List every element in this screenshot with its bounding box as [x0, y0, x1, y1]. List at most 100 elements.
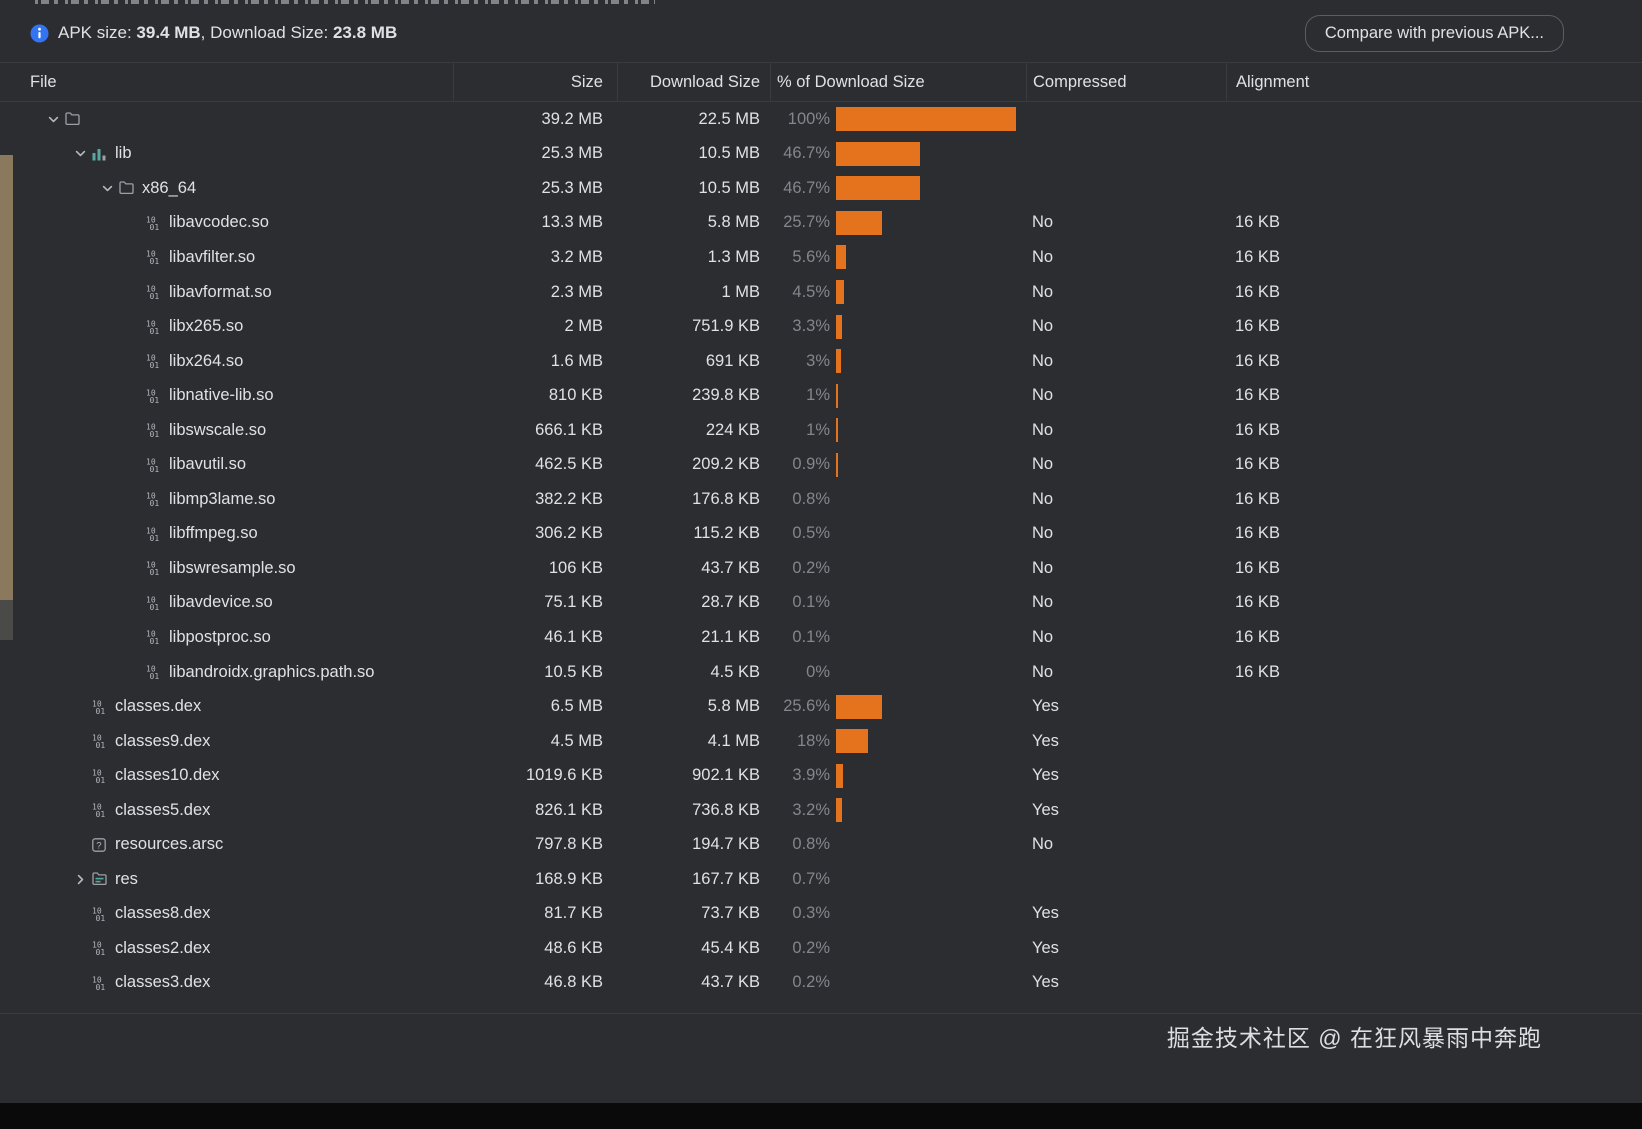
compare-with-previous-apk-button[interactable]: Compare with previous APK... [1304, 14, 1564, 52]
table-row[interactable]: 10 01 libx265.so 2 MB 751.9 KB 3.3% No 16 KB [0, 309, 1642, 344]
alignment-cell: 16 KB [1235, 558, 1280, 577]
column-header-compressed[interactable]: Compressed [1026, 63, 1226, 101]
table-row[interactable]: 39.2 MB 22.5 MB 100% [0, 102, 1642, 137]
table-row[interactable]: 10 01 libffmpeg.so 306.2 KB 115.2 KB 0.5% No 16… [0, 517, 1642, 552]
pct-cell: 0.1% [770, 628, 1026, 647]
table-row[interactable]: 10 01 libpostproc.so 46.1 KB 21.1 KB 0.1% No 16… [0, 620, 1642, 655]
column-header-alignment[interactable]: Alignment [1226, 63, 1642, 101]
table-row[interactable]: 10 01 libavformat.so 2.3 MB 1 MB 4.5% No 16 KB [0, 275, 1642, 310]
download-size-cell: 45.4 KB [701, 938, 760, 957]
svg-text:01: 01 [96, 948, 106, 956]
download-size-cell: 10.5 MB [698, 178, 760, 197]
table-row[interactable]: 10 01 classes3.dex 46.8 KB 43.7 KB 0.2% Yes [0, 966, 1642, 1001]
file-name: resources.arsc [115, 835, 224, 854]
table-row[interactable]: 10 01 classes.dex 6.5 MB 5.8 MB 25.6% Yes [0, 689, 1642, 724]
chevron-placeholder [123, 661, 145, 683]
table-row[interactable]: x86_64 25.3 MB 10.5 MB 46.7% [0, 171, 1642, 206]
table-row[interactable]: 10 01 libmp3lame.so 382.2 KB 176.8 KB 0.8% No 1… [0, 482, 1642, 517]
table-row[interactable]: 10 01 classes2.dex 48.6 KB 45.4 KB 0.2% Yes [0, 931, 1642, 966]
chevron-placeholder [123, 419, 145, 441]
indent-spacer [0, 188, 96, 189]
file-cell: 10 01 classes3.dex [0, 972, 453, 994]
alignment-cell: 16 KB [1235, 386, 1280, 405]
pct-label: 0.1% [792, 627, 830, 646]
column-header-file[interactable]: File [30, 72, 57, 91]
file-cell [0, 108, 453, 130]
pct-bar-area [836, 418, 1026, 443]
pct-label: 100% [787, 109, 830, 128]
download-pct-bar [836, 210, 883, 235]
svg-text:01: 01 [96, 741, 106, 749]
chevron-right-icon[interactable] [69, 868, 91, 890]
table-row[interactable]: 10 01 libnative-lib.so 810 KB 239.8 KB 1% No 16… [0, 378, 1642, 413]
compressed-cell: Yes [1032, 800, 1059, 819]
table-row[interactable]: 10 01 libavutil.so 462.5 KB 209.2 KB 0.9% No 16… [0, 447, 1642, 482]
compressed-cell: No [1032, 662, 1054, 681]
download-size-cell: 1.3 MB [707, 247, 760, 266]
table-row[interactable]: 10 01 libandroidx.graphics.path.so 10.5 KB 4… [0, 655, 1642, 690]
file-name: lib [115, 144, 132, 163]
binary-icon: 10 01 [145, 215, 162, 231]
watermark-text: 掘金技术社区 @ 在狂风暴雨中奔跑 [1166, 1025, 1542, 1052]
pct-cell: 5.6% [770, 245, 1026, 270]
file-name: libswresample.so [169, 558, 296, 577]
size-cell: 810 KB [548, 386, 603, 405]
svg-text:10: 10 [92, 699, 102, 708]
column-header-pct-of-download-size[interactable]: % of Download Size [770, 63, 1026, 101]
download-size-cell: 902.1 KB [692, 766, 760, 785]
table-row[interactable]: 10 01 libavfilter.so 3.2 MB 1.3 MB 5.6% No 16 K… [0, 240, 1642, 275]
table-row[interactable]: 10 01 classes9.dex 4.5 MB 4.1 MB 18% Yes [0, 724, 1642, 759]
binary-icon: 10 01 [145, 249, 162, 266]
size-cell: 1019.6 KB [525, 766, 603, 785]
svg-text:10: 10 [146, 319, 156, 328]
chevron-placeholder [69, 799, 91, 821]
compressed-cell: No [1032, 213, 1054, 232]
pct-label: 25.6% [783, 697, 830, 716]
download-size-cell: 167.7 KB [692, 869, 760, 888]
file-name: libffmpeg.so [169, 524, 258, 543]
compressed-cell: No [1032, 386, 1054, 405]
pct-cell: 0.7% [770, 870, 1026, 889]
pct-cell: 3% [770, 349, 1026, 374]
chevron-placeholder [123, 557, 145, 579]
column-header-download-size[interactable]: Download Size [617, 63, 770, 101]
file-cell: 10 01 libx265.so [0, 316, 453, 338]
svg-text:01: 01 [150, 257, 160, 265]
table-row[interactable]: 10 01 libavdevice.so 75.1 KB 28.7 KB 0.1% No 16… [0, 586, 1642, 621]
chevron-down-icon[interactable] [96, 177, 118, 199]
indent-spacer [0, 257, 123, 258]
indent-spacer [0, 844, 69, 845]
table-header: File Size Download Size % of Download Si… [0, 62, 1642, 102]
chevron-placeholder [123, 385, 145, 407]
chevron-placeholder [69, 937, 91, 959]
table-row[interactable]: 10 01 libswscale.so 666.1 KB 224 KB 1% No 16 KB [0, 413, 1642, 448]
table-row[interactable]: res 168.9 KB 167.7 KB 0.7% [0, 862, 1642, 897]
table-row[interactable]: 10 01 libx264.so 1.6 MB 691 KB 3% No 16 KB [0, 344, 1642, 379]
pct-cell: 0.9% [770, 452, 1026, 477]
download-pct-bar [836, 141, 921, 166]
binary-icon: 10 01 [145, 491, 162, 508]
download-pct-bar [836, 383, 838, 408]
table-row[interactable]: 10 01 classes8.dex 81.7 KB 73.7 KB 0.3% Yes [0, 897, 1642, 932]
pct-label: 3.3% [792, 317, 830, 336]
svg-text:01: 01 [150, 499, 160, 507]
download-size-cell: 115.2 KB [693, 524, 760, 543]
svg-text:01: 01 [150, 637, 160, 645]
chevron-down-icon[interactable] [42, 108, 64, 130]
pct-cell: 1% [770, 383, 1026, 408]
svg-text:10: 10 [146, 492, 156, 501]
table-row[interactable]: 10 01 classes10.dex 1019.6 KB 902.1 KB 3.9% Ye… [0, 758, 1642, 793]
column-header-size[interactable]: Size [453, 63, 617, 101]
file-name: classes3.dex [115, 973, 211, 992]
file-table: File Size Download Size % of Download Si… [0, 62, 1642, 1000]
indent-spacer [0, 706, 69, 707]
table-row[interactable]: 10 01 libswresample.so 106 KB 43.7 KB 0.2% No 1… [0, 551, 1642, 586]
table-row[interactable]: lib 25.3 MB 10.5 MB 46.7% [0, 137, 1642, 172]
chevron-down-icon[interactable] [69, 143, 91, 165]
table-row[interactable]: 10 01 libavcodec.so 13.3 MB 5.8 MB 25.7% No 16 … [0, 206, 1642, 241]
table-row[interactable]: ? resources.arsc 797.8 KB 194.7 KB 0.8% No [0, 827, 1642, 862]
download-size-cell: 5.8 MB [707, 213, 760, 232]
size-cell: 168.9 KB [535, 869, 603, 888]
compressed-cell: No [1032, 524, 1054, 543]
table-row[interactable]: 10 01 classes5.dex 826.1 KB 736.8 KB 3.2% Yes [0, 793, 1642, 828]
